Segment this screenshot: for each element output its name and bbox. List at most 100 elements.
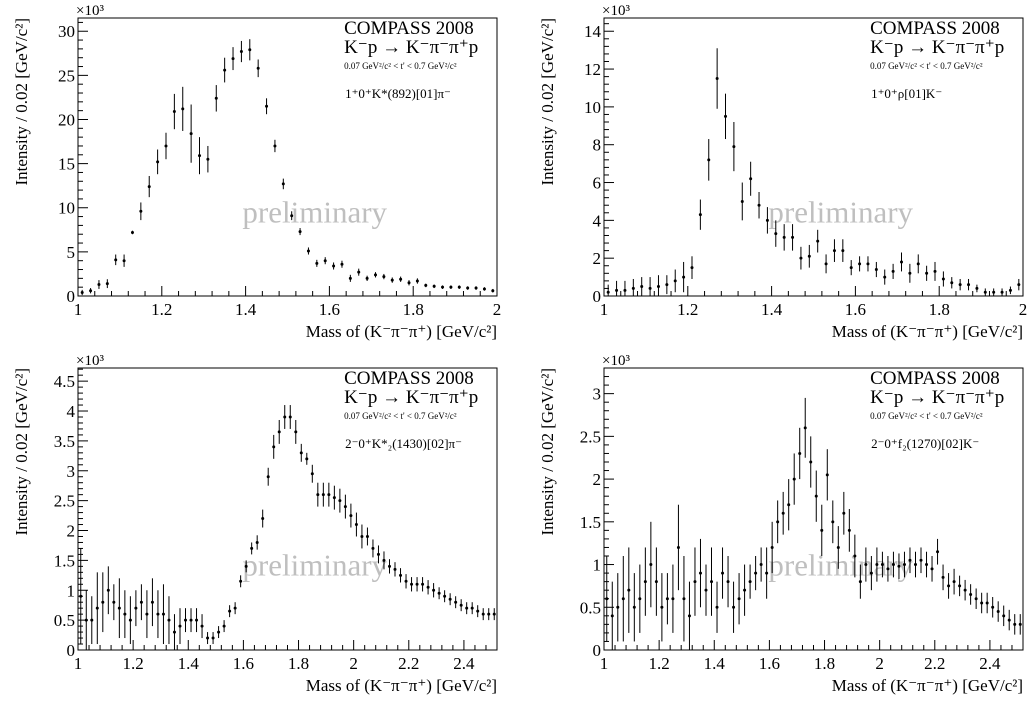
data-point <box>676 545 680 549</box>
data-point <box>864 563 868 567</box>
data-point <box>958 283 962 287</box>
x-tick-label: 1 <box>74 300 83 319</box>
chart-panel-4: preliminary 1 1.2 1.4 1.6 1.8 2 2.2 2.4 0 0.5 1 1.5 2… <box>538 353 1024 695</box>
data-point <box>399 277 403 281</box>
y-tick-label: 0 <box>67 287 76 306</box>
data-point <box>875 563 879 567</box>
data-point <box>250 546 254 550</box>
y-tick-label: 1.5 <box>580 513 601 532</box>
data-point <box>265 104 269 108</box>
y-tick-label: 6 <box>593 174 602 193</box>
data-point <box>682 275 686 279</box>
data-point <box>299 451 303 455</box>
x-tick-label: 2.4 <box>453 654 475 673</box>
data-point <box>97 283 101 287</box>
data-point <box>858 262 862 266</box>
data-point <box>298 230 302 234</box>
data-point <box>698 213 702 217</box>
data-point <box>399 573 403 577</box>
data-point <box>975 286 979 290</box>
data-point <box>967 283 971 287</box>
data-point <box>189 132 193 136</box>
x-tick-label: 1.6 <box>845 300 866 319</box>
data-point <box>404 579 408 583</box>
data-point <box>332 264 336 268</box>
data-point <box>792 477 796 481</box>
data-point <box>421 582 425 586</box>
data-point <box>693 580 697 584</box>
data-point <box>615 288 619 292</box>
y-multiplier-label: ×10³ <box>602 3 630 19</box>
data-point <box>261 517 265 521</box>
data-point <box>338 499 342 503</box>
data-point <box>365 534 369 538</box>
y-tick-label: 12 <box>584 60 601 79</box>
data-point <box>178 624 182 628</box>
data-point <box>316 493 320 497</box>
data-point <box>963 588 967 592</box>
y-tick-label: 2.5 <box>54 492 75 511</box>
y-axis-title: Intensity / 0.02 [GeV/c²] <box>12 368 31 536</box>
data-point <box>256 66 260 70</box>
data-point <box>139 209 143 213</box>
data-point <box>470 606 474 610</box>
data-point <box>294 430 298 434</box>
data-point <box>222 624 226 628</box>
watermark-label: preliminary <box>242 194 387 229</box>
x-tick-label: 1.2 <box>123 654 144 673</box>
data-point <box>1007 618 1011 622</box>
tcut-label: 0.07 GeV²/c² < t' < 0.7 GeV²/c² <box>870 61 983 71</box>
x-tick-label: 1.8 <box>929 300 950 319</box>
data-point <box>721 571 725 575</box>
y-tick-label: 1 <box>593 556 602 575</box>
data-point <box>1018 622 1022 626</box>
data-point <box>122 259 126 263</box>
data-point <box>849 266 853 270</box>
data-point <box>348 276 352 280</box>
data-point <box>382 275 386 279</box>
data-point <box>640 285 644 289</box>
y-tick-label: 2 <box>593 470 602 489</box>
data-point <box>393 567 397 571</box>
data-point <box>616 605 620 609</box>
data-point <box>195 618 199 622</box>
y-tick-label: 14 <box>584 22 602 41</box>
data-point <box>231 57 235 61</box>
data-point <box>897 564 901 568</box>
y-tick-label: 8 <box>593 136 602 155</box>
data-point <box>354 523 358 527</box>
data-point <box>476 609 480 613</box>
data-point <box>913 563 917 567</box>
data-point <box>781 511 785 515</box>
data-point <box>415 279 419 283</box>
data-point <box>724 114 728 118</box>
y-tick-label: 4 <box>593 211 602 230</box>
data-point <box>223 68 227 72</box>
data-point <box>112 600 116 604</box>
data-point <box>649 563 653 567</box>
watermark-label: preliminary <box>242 547 387 582</box>
data-point <box>908 271 912 275</box>
x-tick-label: 2 <box>1019 300 1028 319</box>
data-point <box>665 283 669 287</box>
data-point <box>632 605 636 609</box>
data-point <box>841 249 845 253</box>
data-point <box>740 199 744 203</box>
data-point <box>757 203 761 207</box>
data-point <box>690 266 694 270</box>
x-tick-label: 2.4 <box>979 654 1001 673</box>
data-point <box>787 503 791 507</box>
data-point <box>816 239 820 243</box>
data-point <box>1013 622 1017 626</box>
data-point <box>726 580 730 584</box>
data-point <box>831 520 835 524</box>
data-point <box>172 110 176 114</box>
x-tick-label: 1 <box>600 300 609 319</box>
y-tick-label: 30 <box>58 22 75 41</box>
data-point <box>214 96 218 100</box>
plot-frame <box>603 17 1024 297</box>
data-point <box>869 571 873 575</box>
data-point <box>991 605 995 609</box>
data-point <box>487 612 491 616</box>
x-axis-title: Mass of (K⁻π⁻π⁺) [GeV/c²] <box>832 322 1023 341</box>
